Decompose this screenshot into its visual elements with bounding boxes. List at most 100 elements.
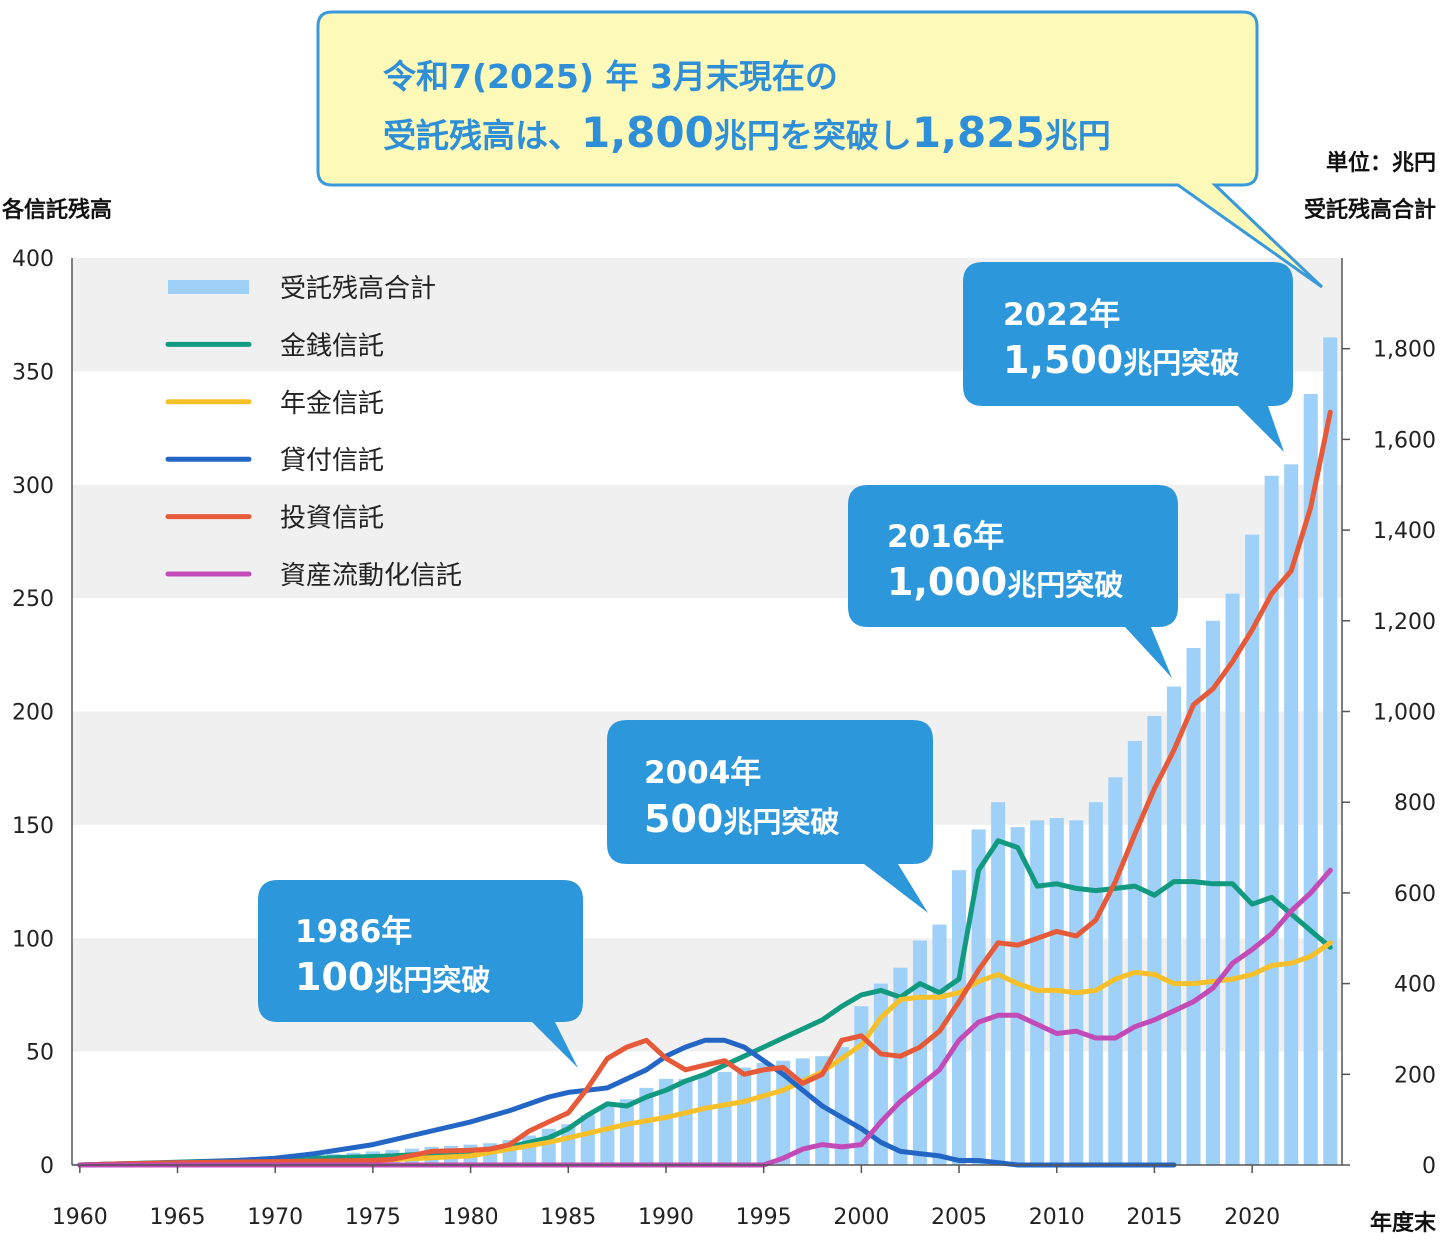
bar-2003 [912,940,928,1165]
bar-1992 [698,1074,713,1165]
right-tick-label: 800 [1394,791,1436,816]
x-tick-label: 2005 [931,1205,987,1230]
left-tick-label: 150 [12,814,54,839]
bar-2007 [991,802,1006,1165]
callout-suffix: 兆円突破 [1007,568,1123,602]
x-tick-label: 1965 [150,1205,206,1230]
banner-line2-mid: 兆円を突破し [714,116,912,155]
x-axis-title: 年度末 [1370,1210,1437,1236]
banner-bubble [316,10,1324,289]
right-tick-label: 1,400 [1373,519,1436,544]
bar-2024 [1323,337,1338,1165]
bar-2013 [1108,777,1123,1165]
x-tick-label: 2015 [1126,1205,1182,1230]
banner-number-2: 1,825 [912,108,1045,157]
summary-banner: 令和7(2025) 年 3月末現在の 受託残高は、1,800兆円を突破し1,82… [316,10,1324,289]
legend-label: 金銭信託 [280,331,384,361]
bar-1988 [619,1099,634,1165]
bar-2019 [1225,593,1240,1165]
callout-amount-line: 500兆円突破 [644,797,839,841]
right-axis-ticks: 0 200 400 600 800 1,000 1,200 1,400 1,600 1,800 [1342,338,1436,1179]
left-tick-label: 250 [12,587,54,612]
series-line-4 [77,409,1333,1168]
bar-2008 [1010,827,1025,1165]
callout-bubble [258,880,583,1068]
legend-label: 受託残高合計 [280,274,436,304]
left-axis-ticks: 0 50 100 150 200 250 300 350 400 [12,247,54,1179]
callout-bubble [607,720,933,913]
callout-bubble [848,485,1178,678]
callout-suffix: 兆円突破 [723,805,839,839]
x-tick-label: 1975 [345,1205,401,1230]
callout-2016: 2016年 1,000兆円突破 [848,485,1178,678]
right-tick-label: 1,000 [1373,701,1436,726]
bar-2002 [893,967,908,1165]
banner-number-1: 1,800 [581,108,714,157]
banner-line1: 令和7(2025) 年 3月末現在の [383,57,838,96]
callout-amount-line: 100兆円突破 [295,955,490,999]
bar-2021 [1264,475,1279,1165]
right-tick-label: 1,600 [1373,428,1436,453]
bar-1998 [815,1056,830,1165]
left-tick-label: 0 [40,1154,54,1179]
callout-amount: 1,500 [1003,338,1123,382]
callout-amount: 500 [644,797,723,841]
callout-amount-line: 1,500兆円突破 [1003,338,1239,382]
right-tick-label: 0 [1422,1154,1436,1179]
callout-suffix: 兆円突破 [374,963,490,997]
legend-label: 貸付信託 [280,446,384,476]
bar-1985 [561,1124,576,1165]
bar-1994 [737,1067,752,1165]
callout-year: 1986年 [295,914,412,950]
x-tick-label: 1990 [638,1205,694,1230]
callout-1986: 1986年 100兆円突破 [258,880,583,1068]
bar-2012 [1088,802,1103,1165]
left-tick-label: 200 [12,701,54,726]
left-axis-title: 各信託残高 [1,197,112,223]
callout-amount: 100 [295,955,374,999]
bar-1986 [580,1115,595,1165]
bar-2023 [1303,394,1318,1165]
bar-1989 [639,1087,654,1165]
callout-bubble [963,262,1293,452]
banner-line2-suffix: 兆円 [1045,116,1111,155]
bar-1999 [834,1047,849,1165]
banner-line2-prefix: 受託残高は、 [383,116,581,155]
callout-year: 2004年 [644,755,761,791]
x-tick-label: 1970 [247,1205,303,1230]
callout-year: 2022年 [1003,297,1120,333]
bar-1993 [717,1072,732,1165]
right-tick-label: 1,200 [1373,610,1436,635]
right-tick-label: 1,800 [1373,338,1436,363]
banner-line2: 受託残高は、1,800兆円を突破し1,825兆円 [383,108,1111,157]
legend-label: 資産流動化信託 [280,561,462,591]
callout-suffix: 兆円突破 [1123,346,1239,380]
bar-1991 [678,1078,693,1165]
callout-amount-line: 1,000兆円突破 [887,560,1123,604]
bar-2018 [1206,620,1221,1165]
bar-2014 [1127,740,1142,1165]
x-tick-label: 2000 [833,1205,889,1230]
right-tick-label: 200 [1394,1063,1436,1088]
legend-label: 年金信託 [280,389,384,419]
bar-2022 [1284,464,1299,1165]
callout-2022: 2022年 1,500兆円突破 [963,262,1293,452]
bar-2016 [1166,686,1182,1165]
bar-1995 [756,1062,771,1165]
bar-1987 [600,1106,615,1165]
legend-swatch [168,280,249,294]
right-tick-label: 400 [1394,973,1436,998]
x-tick-label: 1960 [52,1205,108,1230]
right-tick-label: 600 [1394,882,1436,907]
callout-2004: 2004年 500兆円突破 [607,720,933,913]
callout-year: 2016年 [887,519,1004,555]
bar-2017 [1186,648,1201,1165]
callout-amount: 1,000 [887,560,1007,604]
series-line-5 [77,867,1333,1168]
x-tick-label: 2020 [1224,1205,1280,1230]
unit-label: 単位：兆円 [1326,150,1436,176]
left-tick-label: 350 [12,360,54,385]
bar-2004 [932,924,947,1165]
